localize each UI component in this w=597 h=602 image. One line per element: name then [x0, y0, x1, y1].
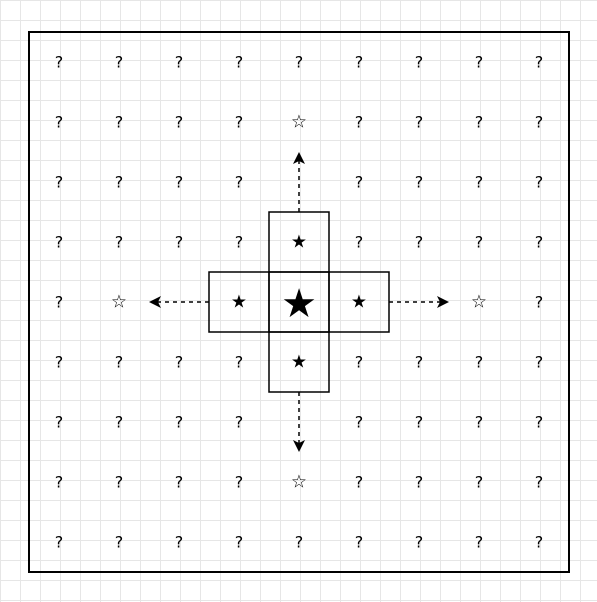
- question-mark-cell: ?: [115, 473, 124, 492]
- question-mark-cell: ?: [115, 53, 124, 72]
- question-mark-cell: ?: [355, 413, 364, 432]
- question-mark-cell: ?: [355, 533, 364, 552]
- question-mark-cell: ?: [355, 173, 364, 192]
- question-mark-cell: ?: [535, 473, 544, 492]
- question-mark-cell: ?: [415, 353, 424, 372]
- question-mark-cell: ?: [55, 173, 64, 192]
- question-mark-cell: ?: [55, 233, 64, 252]
- center-star-icon: ★: [281, 281, 317, 327]
- small-star-icon: ★: [291, 352, 307, 373]
- question-mark-cell: ?: [415, 533, 424, 552]
- question-mark-cell: ?: [475, 53, 484, 72]
- hollow-star-icon: ☆: [291, 112, 307, 133]
- small-star-icon: ★: [231, 292, 247, 313]
- question-mark-cell: ?: [235, 173, 244, 192]
- question-mark-cell: ?: [355, 233, 364, 252]
- question-mark-cell: ?: [475, 473, 484, 492]
- question-mark-cell: ?: [175, 533, 184, 552]
- question-mark-cell: ?: [415, 173, 424, 192]
- question-mark-cell: ?: [475, 113, 484, 132]
- question-mark-cell: ?: [175, 53, 184, 72]
- question-mark-cell: ?: [355, 53, 364, 72]
- question-mark-cell: ?: [295, 533, 304, 552]
- question-mark-cell: ?: [355, 113, 364, 132]
- question-mark-cell: ?: [475, 533, 484, 552]
- question-mark-cell: ?: [235, 413, 244, 432]
- question-mark-cell: ?: [175, 353, 184, 372]
- question-mark-cell: ?: [415, 233, 424, 252]
- question-mark-cell: ?: [535, 173, 544, 192]
- question-mark-cell: ?: [535, 533, 544, 552]
- hollow-star-icon: ☆: [111, 292, 127, 313]
- question-mark-cell: ?: [55, 533, 64, 552]
- question-mark-cell: ?: [175, 173, 184, 192]
- question-mark-cell: ?: [475, 413, 484, 432]
- small-star-icon: ★: [291, 232, 307, 253]
- question-mark-cell: ?: [175, 473, 184, 492]
- question-mark-cell: ?: [535, 293, 544, 312]
- question-mark-cell: ?: [535, 53, 544, 72]
- question-mark-cell: ?: [535, 413, 544, 432]
- question-mark-cell: ?: [355, 473, 364, 492]
- question-mark-cell: ?: [175, 413, 184, 432]
- question-mark-cell: ?: [535, 113, 544, 132]
- question-mark-cell: ?: [235, 53, 244, 72]
- question-mark-cell: ?: [415, 53, 424, 72]
- question-mark-cell: ?: [55, 413, 64, 432]
- question-mark-cell: ?: [175, 233, 184, 252]
- hollow-star-icon: ☆: [291, 472, 307, 493]
- cells-layer: ????????????? ☆???????????????? ★????? ☆ ★ ★ ★…: [55, 53, 544, 552]
- question-mark-cell: ?: [235, 533, 244, 552]
- question-mark-cell: ?: [235, 353, 244, 372]
- question-mark-cell: ?: [295, 53, 304, 72]
- question-mark-cell: ?: [415, 473, 424, 492]
- question-mark-cell: ?: [115, 113, 124, 132]
- outer-frame: [28, 31, 570, 573]
- question-mark-cell: ?: [55, 113, 64, 132]
- question-mark-cell: ?: [415, 113, 424, 132]
- question-mark-cell: ?: [175, 113, 184, 132]
- question-mark-cell: ?: [235, 113, 244, 132]
- small-star-icon: ★: [351, 292, 367, 313]
- question-mark-cell: ?: [115, 233, 124, 252]
- question-mark-cell: ?: [535, 233, 544, 252]
- question-mark-cell: ?: [55, 353, 64, 372]
- question-mark-cell: ?: [55, 53, 64, 72]
- hollow-star-icon: ☆: [471, 292, 487, 313]
- question-mark-cell: ?: [475, 173, 484, 192]
- question-mark-cell: ?: [115, 533, 124, 552]
- question-mark-cell: ?: [475, 233, 484, 252]
- question-mark-cell: ?: [475, 353, 484, 372]
- question-mark-cell: ?: [355, 353, 364, 372]
- question-mark-cell: ?: [115, 173, 124, 192]
- question-mark-cell: ?: [115, 413, 124, 432]
- question-mark-cell: ?: [55, 473, 64, 492]
- question-mark-cell: ?: [535, 353, 544, 372]
- question-mark-cell: ?: [55, 293, 64, 312]
- question-mark-cell: ?: [235, 473, 244, 492]
- question-mark-cell: ?: [235, 233, 244, 252]
- arrows-layer: [149, 152, 449, 452]
- question-mark-cell: ?: [415, 413, 424, 432]
- question-mark-cell: ?: [115, 353, 124, 372]
